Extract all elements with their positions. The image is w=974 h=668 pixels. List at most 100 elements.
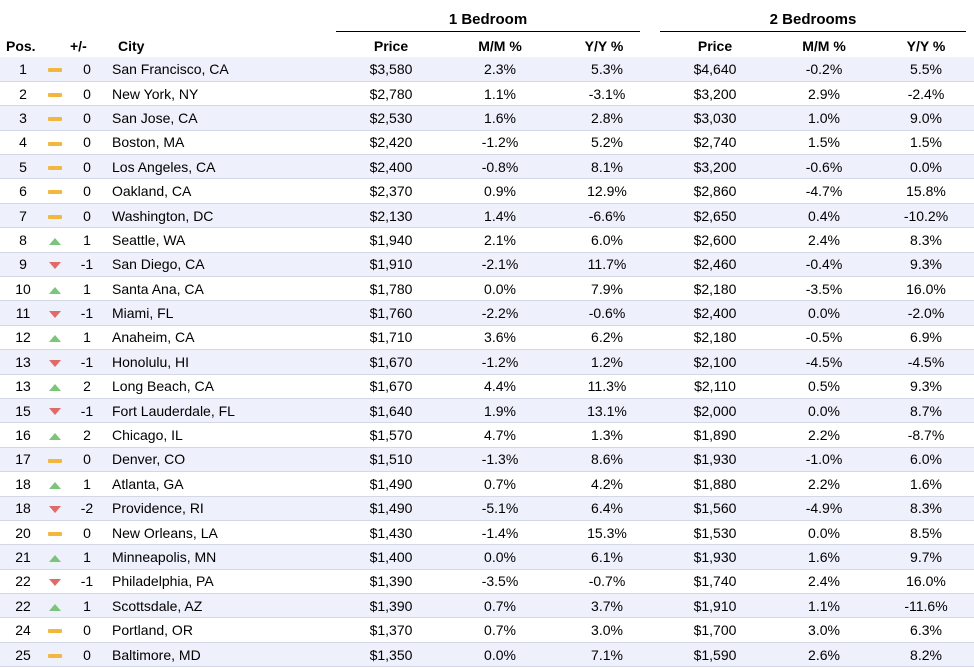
cell-yy-2br: 8.3% bbox=[878, 227, 974, 253]
trend-up-icon bbox=[49, 481, 61, 489]
cell-change: -1 bbox=[64, 252, 110, 278]
cell-mm-1br: 4.4% bbox=[446, 374, 554, 399]
trend-cell bbox=[46, 227, 64, 253]
cell-change: 1 bbox=[64, 276, 110, 302]
cell-price-2br: $2,180 bbox=[660, 325, 770, 351]
cell-mm-2br: 0.5% bbox=[770, 374, 878, 399]
cell-yy-2br: 16.0% bbox=[878, 569, 974, 595]
cell-position: 16 bbox=[0, 422, 46, 448]
cell-city: San Jose, CA bbox=[110, 105, 336, 131]
cell-yy-2br: -2.4% bbox=[878, 81, 974, 107]
cell-mm-1br: -1.4% bbox=[446, 520, 554, 546]
cell-price-2br: $2,180 bbox=[660, 276, 770, 302]
cell-yy-2br: -10.2% bbox=[878, 203, 974, 229]
cell-mm-1br: -1.2% bbox=[446, 349, 554, 375]
cell-price-1br: $1,640 bbox=[336, 398, 446, 424]
trend-flat-icon bbox=[48, 92, 62, 97]
cell-position: 12 bbox=[0, 325, 46, 351]
cell-price-2br: $1,590 bbox=[660, 642, 770, 668]
trend-cell bbox=[46, 349, 64, 375]
cell-mm-2br: -0.4% bbox=[770, 252, 878, 278]
cell-position: 22 bbox=[0, 593, 46, 619]
trend-down-icon bbox=[49, 262, 61, 270]
cell-price-1br: $2,370 bbox=[336, 178, 446, 204]
cell-position: 25 bbox=[0, 642, 46, 668]
table-row: 6 0 Oakland, CA $2,370 0.9% 12.9% $2,860 -4.7% 1… bbox=[0, 178, 974, 204]
cell-city: San Francisco, CA bbox=[110, 57, 336, 82]
cell-city: Fort Lauderdale, FL bbox=[110, 398, 336, 424]
cell-mm-1br: 4.7% bbox=[446, 422, 554, 448]
cell-city: Boston, MA bbox=[110, 130, 336, 156]
cell-price-1br: $1,510 bbox=[336, 447, 446, 473]
table-row: 13 2 Long Beach, CA $1,670 4.4% 11.3% $2,110 0.… bbox=[0, 374, 974, 399]
table-row: 18 1 Atlanta, GA $1,490 0.7% 4.2% $1,880 2.2% 1.… bbox=[0, 471, 974, 497]
cell-position: 6 bbox=[0, 178, 46, 204]
cell-price-1br: $1,390 bbox=[336, 569, 446, 595]
table-row: 5 0 Los Angeles, CA $2,400 -0.8% 8.1% $3,200 -0… bbox=[0, 154, 974, 180]
cell-city: Honolulu, HI bbox=[110, 349, 336, 375]
cell-yy-1br: 3.7% bbox=[554, 593, 660, 619]
cell-price-2br: $1,890 bbox=[660, 422, 770, 448]
cell-yy-2br: 9.0% bbox=[878, 105, 974, 131]
cell-position: 8 bbox=[0, 227, 46, 253]
cell-yy-2br: -8.7% bbox=[878, 422, 974, 448]
cell-change: 1 bbox=[64, 325, 110, 351]
cell-yy-1br: -3.1% bbox=[554, 81, 660, 107]
trend-flat-icon bbox=[48, 214, 62, 219]
cell-yy-2br: 1.5% bbox=[878, 130, 974, 156]
cell-yy-2br: 5.5% bbox=[878, 57, 974, 82]
cell-yy-1br: 6.2% bbox=[554, 325, 660, 351]
cell-mm-1br: -2.1% bbox=[446, 252, 554, 278]
cell-price-2br: $2,740 bbox=[660, 130, 770, 156]
trend-cell bbox=[46, 203, 64, 229]
cell-mm-1br: 0.0% bbox=[446, 642, 554, 668]
table-row: 12 1 Anaheim, CA $1,710 3.6% 6.2% $2,180 -0.5% 6… bbox=[0, 325, 974, 351]
table-row: 24 0 Portland, OR $1,370 0.7% 3.0% $1,700 3.0% 6… bbox=[0, 617, 974, 643]
cell-yy-1br: 1.2% bbox=[554, 349, 660, 375]
cell-price-2br: $2,650 bbox=[660, 203, 770, 229]
cell-yy-1br: 8.1% bbox=[554, 154, 660, 180]
cell-change: 2 bbox=[64, 374, 110, 399]
cell-yy-1br: 11.7% bbox=[554, 252, 660, 278]
trend-cell bbox=[46, 471, 64, 497]
cell-change: 0 bbox=[64, 617, 110, 643]
cell-yy-1br: 2.8% bbox=[554, 105, 660, 131]
column-header-pos: Pos. bbox=[6, 38, 36, 54]
cell-yy-2br: -4.5% bbox=[878, 349, 974, 375]
trend-down-icon bbox=[49, 408, 61, 416]
cell-city: Baltimore, MD bbox=[110, 642, 336, 668]
trend-down-icon bbox=[49, 359, 61, 367]
cell-city: Philadelphia, PA bbox=[110, 569, 336, 595]
cell-yy-1br: 15.3% bbox=[554, 520, 660, 546]
trend-up-icon bbox=[49, 286, 61, 294]
cell-mm-2br: 1.5% bbox=[770, 130, 878, 156]
cell-city: Miami, FL bbox=[110, 300, 336, 326]
trend-cell bbox=[46, 569, 64, 595]
cell-mm-1br: 0.7% bbox=[446, 593, 554, 619]
cell-yy-2br: 8.5% bbox=[878, 520, 974, 546]
trend-flat-icon bbox=[48, 141, 62, 146]
cell-position: 15 bbox=[0, 398, 46, 424]
cell-city: Chicago, IL bbox=[110, 422, 336, 448]
cell-yy-1br: 8.6% bbox=[554, 447, 660, 473]
cell-mm-2br: -3.5% bbox=[770, 276, 878, 302]
cell-price-2br: $2,400 bbox=[660, 300, 770, 326]
cell-mm-2br: 0.0% bbox=[770, 520, 878, 546]
cell-price-1br: $2,530 bbox=[336, 105, 446, 131]
table-row: 11 -1 Miami, FL $1,760 -2.2% -0.6% $2,400 0.0% -… bbox=[0, 300, 974, 326]
cell-position: 1 bbox=[0, 57, 46, 82]
cell-city: New York, NY bbox=[110, 81, 336, 107]
trend-cell bbox=[46, 593, 64, 619]
table-row: 10 1 Santa Ana, CA $1,780 0.0% 7.9% $2,180 -3.5… bbox=[0, 276, 974, 302]
cell-price-2br: $1,930 bbox=[660, 544, 770, 570]
trend-flat-icon bbox=[48, 653, 62, 658]
cell-mm-2br: -0.2% bbox=[770, 57, 878, 82]
cell-mm-2br: -0.6% bbox=[770, 154, 878, 180]
cell-mm-2br: 2.2% bbox=[770, 422, 878, 448]
cell-city: San Diego, CA bbox=[110, 252, 336, 278]
cell-city: Santa Ana, CA bbox=[110, 276, 336, 302]
cell-change: 2 bbox=[64, 422, 110, 448]
cell-city: Minneapolis, MN bbox=[110, 544, 336, 570]
trend-flat-icon bbox=[48, 190, 62, 195]
cell-mm-2br: 0.0% bbox=[770, 300, 878, 326]
